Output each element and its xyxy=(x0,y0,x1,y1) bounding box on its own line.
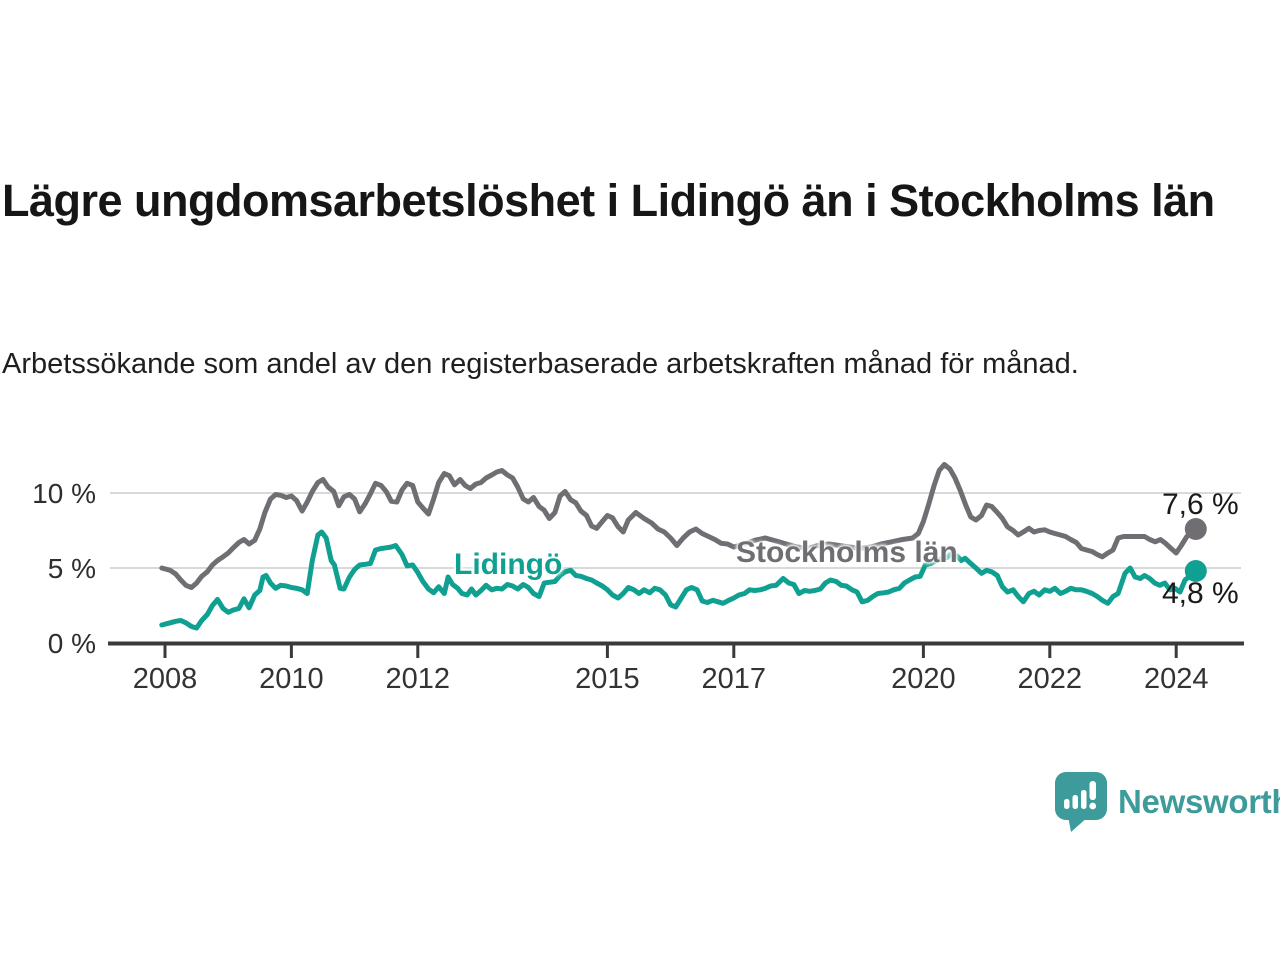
end-value-stockholms-lan: 7,6 % xyxy=(1162,488,1239,521)
x-axis-label-2012: 2012 xyxy=(386,663,451,695)
series-label-lidingo: Lidingö xyxy=(454,548,563,581)
x-axis-label-2017: 2017 xyxy=(702,663,767,695)
chart-title: Lägre ungdomsarbetslöshet i Lidingö än i… xyxy=(2,175,1215,227)
y-axis-label-0: 0 % xyxy=(48,628,96,659)
y-axis-label-5: 5 % xyxy=(48,553,96,584)
x-axis-label-2022: 2022 xyxy=(1018,663,1083,695)
x-axis-label-2020: 2020 xyxy=(891,663,956,695)
end-dot-liding xyxy=(1184,560,1207,582)
x-axis-label-2008: 2008 xyxy=(133,663,198,695)
series-label-stockholms-lan: Stockholms län xyxy=(736,536,958,569)
end-dot-stockholms-l-n xyxy=(1184,518,1207,540)
x-axis-label-2015: 2015 xyxy=(575,663,640,695)
brand-name: Newsworthy xyxy=(1118,783,1280,820)
x-axis-label-2024: 2024 xyxy=(1144,663,1209,695)
chart-subtitle: Arbetssökande som andel av den registerb… xyxy=(2,348,1079,380)
series-line-liding xyxy=(159,529,1199,631)
newsworthy-logo-icon xyxy=(1055,772,1107,832)
end-value-lidingo: 4,8 % xyxy=(1162,577,1239,610)
y-axis-label-10: 10 % xyxy=(32,478,96,509)
brand-footer: Newsworthy xyxy=(1053,770,1280,834)
x-axis-label-2010: 2010 xyxy=(259,663,324,695)
series-line-stockholms-l-n xyxy=(159,462,1199,590)
